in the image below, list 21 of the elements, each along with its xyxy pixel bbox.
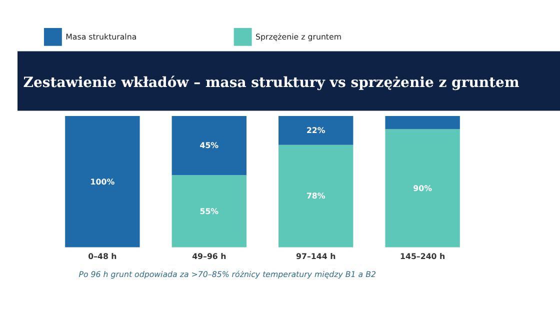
legend-label: Masa strukturalna (66, 32, 137, 42)
x-tick-label: 97–144 h (296, 252, 336, 262)
data-label: 45% (200, 141, 219, 150)
data-label: 22% (306, 126, 326, 136)
x-tick-label: 0–48 h (88, 252, 117, 262)
x-tick-label: 49–96 h (192, 252, 226, 262)
bar (172, 116, 246, 176)
bar (65, 116, 140, 248)
legend-label: Sprzężenie z gruntem (256, 32, 342, 42)
bar (385, 129, 460, 248)
bar (278, 144, 354, 248)
x-tick-label: 145–240 h (400, 252, 446, 262)
data-label: 90% (413, 184, 432, 193)
chart-title: Zestawienie wkładów – masa struktury vs sprzężenie z gruntem (23, 75, 520, 92)
text: Po 96 h grunt odpowiada za >70–85% różnicy temperatury między B1 a B2 (78, 270, 376, 279)
data-label: 100% (90, 177, 115, 186)
bar (278, 116, 354, 145)
data-label: 78% (306, 192, 326, 201)
bar (172, 175, 246, 248)
bar (385, 116, 460, 130)
data-label: 55% (200, 206, 219, 216)
